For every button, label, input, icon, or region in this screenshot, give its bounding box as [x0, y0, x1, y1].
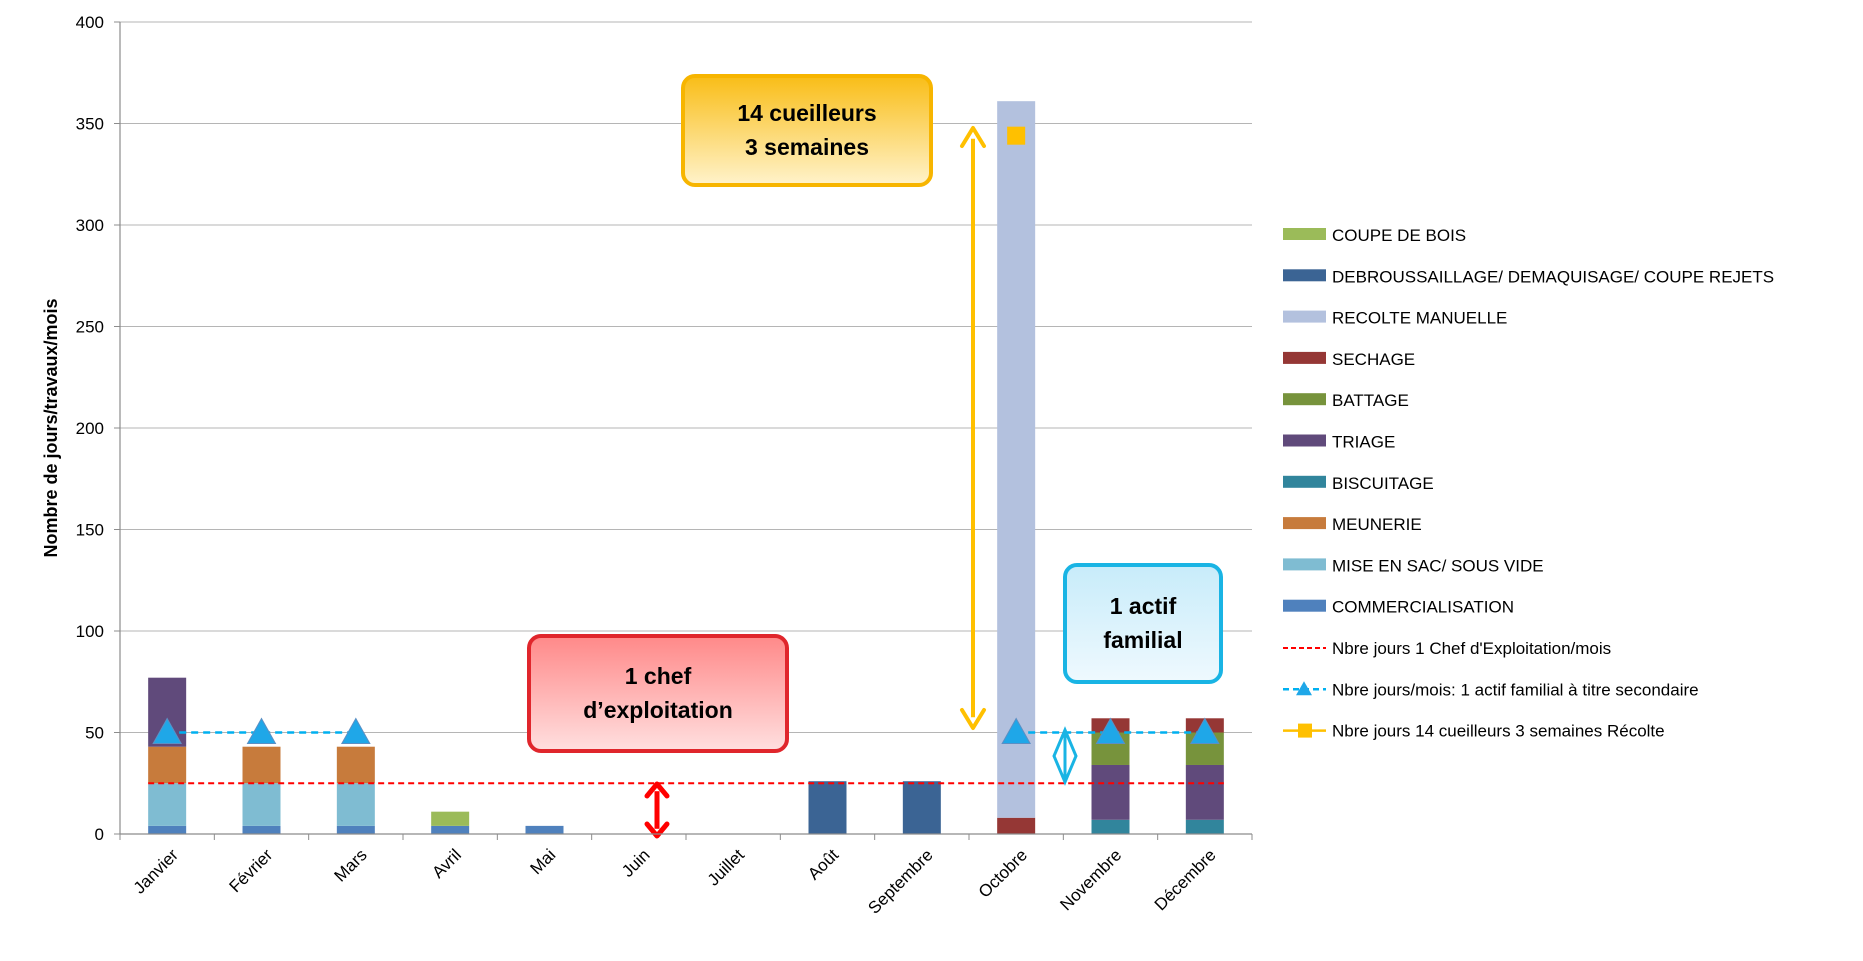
reference-lines [148, 126, 1224, 785]
triangle-marker [246, 717, 277, 744]
arrow-chef-head-top [644, 781, 670, 799]
legend-swatch [1283, 228, 1326, 240]
x-tick-label: Avril [428, 845, 465, 882]
x-tick-label: Janvier [130, 845, 182, 897]
annotation-actif-line1: 1 actif [1109, 593, 1177, 620]
y-axis-title: Nombre de jours/travaux/mois [41, 298, 61, 557]
legend-label: DEBROUSSAILLAGE/ DEMAQUISAGE/ COUPE REJE… [1332, 267, 1774, 286]
y-tick-label: 150 [76, 521, 104, 540]
bar-segment [242, 783, 281, 826]
triangle-marker [340, 717, 371, 744]
bar-segment [1091, 819, 1130, 834]
x-tick-label: Août [804, 845, 842, 883]
bar-segment [336, 783, 375, 826]
x-tick-label: Février [225, 845, 276, 896]
x-tick-label: Mars [331, 845, 371, 885]
triangle-marker [1001, 717, 1032, 744]
legend-label: COMMERCIALISATION [1332, 598, 1514, 617]
annotation-chef-line1: 1 chef [624, 663, 692, 690]
annotation-pickers-line2: 3 semaines [744, 133, 869, 160]
bar-segment [148, 783, 187, 826]
legend-swatch [1283, 434, 1326, 447]
bar-segment [148, 746, 187, 784]
annotation-actif: 1 actif familial [1063, 563, 1223, 684]
bar-segment [902, 781, 941, 834]
bar-segment [242, 825, 281, 834]
legend-label: BISCUITAGE [1332, 474, 1434, 493]
triangle-marker [1189, 717, 1220, 744]
bar-segment [431, 811, 470, 826]
gridlines [120, 21, 1252, 733]
bar-segment [336, 825, 375, 834]
annotation-arrows [644, 126, 1078, 839]
arrow-pickers-head-top [960, 126, 986, 148]
legend-swatch [1283, 475, 1326, 488]
bar-segment [431, 825, 470, 834]
bar-segment [242, 746, 281, 784]
x-tick-label: Décembre [1151, 845, 1220, 914]
bar-segment [1185, 819, 1224, 834]
legend-swatch [1283, 351, 1326, 364]
x-tick-label: Juillet [704, 845, 748, 889]
annotation-pickers: 14 cueilleurs 3 semaines [681, 74, 933, 187]
bar-segment [336, 746, 375, 784]
x-tick-label: Mai [527, 845, 560, 878]
bar-segment [808, 781, 847, 834]
axes: 0 50 100 150 200 250 300 350 400 Janvier Février Ma… [41, 13, 1253, 918]
legend-label: BATTAGE [1332, 391, 1409, 410]
legend-swatch [1283, 599, 1326, 612]
y-tick-label: 100 [76, 622, 104, 641]
legend-swatch [1283, 310, 1326, 323]
legend-swatch [1283, 269, 1326, 282]
bar-segment [997, 817, 1036, 834]
legend-swatch [1283, 558, 1326, 571]
y-tick-label: 250 [76, 318, 104, 337]
y-tick-label: 200 [76, 419, 104, 438]
triangle-marker [1095, 717, 1126, 744]
legend-swatch [1283, 517, 1326, 530]
legend-label: COUPE DE BOIS [1332, 226, 1466, 245]
annotation-chef-line2: d’exploitation [583, 696, 733, 723]
legend-label: RECOLTE MANUELLE [1332, 309, 1507, 328]
x-tick-label: Juin [618, 845, 653, 880]
arrow-pickers-head-bottom [960, 708, 986, 730]
x-tick-label: Novembre [1056, 845, 1125, 914]
legend-label: Nbre jours/mois: 1 actif familial à titr… [1332, 680, 1699, 699]
legend-label: SECHAGE [1332, 350, 1415, 369]
y-tick-label: 350 [76, 115, 104, 134]
y-tick-label: 300 [76, 216, 104, 235]
legend-label: MEUNERIE [1332, 515, 1422, 534]
y-tick-label: 50 [85, 724, 104, 743]
triangle-marker [152, 717, 183, 744]
x-tick-label: Septembre [864, 845, 936, 917]
bar-segment [525, 825, 564, 834]
annotation-chef: 1 chef d’exploitation [527, 634, 789, 753]
bar-segment [997, 101, 1036, 818]
x-tick-label: Octobre [975, 845, 1031, 901]
annotation-actif-line2: familial [1103, 626, 1183, 653]
annotation-pickers-line1: 14 cueilleurs [737, 100, 877, 127]
legend: COUPE DE BOIS DEBROUSSAILLAGE/ DEMAQUISAG… [1283, 226, 1774, 741]
bar-segment [148, 825, 187, 834]
y-tick-label: 0 [95, 825, 104, 844]
legend-marker [1296, 681, 1312, 696]
square-marker [1007, 126, 1026, 145]
legend-label: MISE EN SAC/ SOUS VIDE [1332, 556, 1544, 575]
arrow-chef-head-bottom [644, 821, 670, 839]
legend-label: Nbre jours 1 Chef d'Exploitation/mois [1332, 639, 1611, 658]
y-tick-label: 400 [76, 13, 104, 32]
legend-label: TRIAGE [1332, 433, 1395, 452]
legend-swatch [1283, 393, 1326, 406]
bar-segment [1091, 764, 1130, 820]
legend-marker [1298, 723, 1312, 738]
bar-segment [1185, 764, 1224, 820]
legend-label: Nbre jours 14 cueilleurs 3 semaines Réco… [1332, 722, 1665, 741]
